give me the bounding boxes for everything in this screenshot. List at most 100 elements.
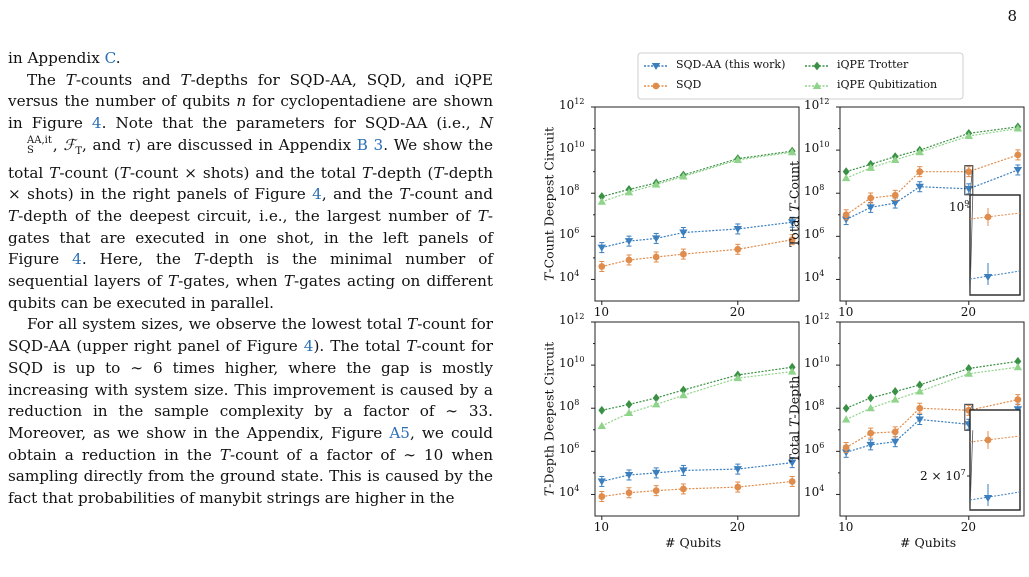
data-point [965, 364, 973, 373]
legend-marker [812, 81, 822, 89]
data-point [841, 415, 851, 423]
inset-point-sqdaa [983, 495, 993, 502]
data-point [788, 148, 797, 156]
data-point [679, 391, 688, 399]
data-point [733, 466, 742, 474]
series-qub [597, 148, 797, 205]
data-point [788, 219, 797, 227]
data-point [625, 489, 633, 497]
data-point [916, 168, 924, 176]
chart-panel-tl [591, 106, 800, 305]
figure-link[interactable]: 4 [72, 250, 82, 269]
inset-tr [964, 165, 1021, 296]
data-point [597, 478, 606, 486]
figure-link[interactable]: 4 [303, 337, 314, 356]
paragraph: in Appendix C. [8, 49, 121, 67]
inset-point-sqd [984, 436, 992, 444]
x-tick-label: 10 [838, 520, 854, 534]
y-tick-label: 106 [559, 226, 580, 242]
data-point [891, 438, 900, 446]
data-point [891, 155, 900, 163]
data-point [1013, 124, 1023, 132]
legend-marker [651, 63, 661, 70]
data-point [1014, 151, 1022, 159]
data-point [788, 367, 797, 375]
data-point [891, 387, 899, 396]
series-trotter [598, 362, 796, 415]
series-line [845, 154, 1019, 216]
data-point [734, 245, 742, 253]
data-point [597, 421, 606, 429]
data-point [964, 369, 973, 377]
series-sqd [842, 149, 1022, 221]
series-line [845, 399, 1018, 449]
appendix-link[interactable]: C [104, 49, 116, 67]
data-point [624, 188, 634, 196]
data-point [652, 400, 661, 408]
data-point [916, 404, 924, 412]
data-point [842, 444, 850, 451]
data-point [915, 416, 924, 424]
series-qub [597, 367, 797, 429]
data-point [964, 131, 973, 140]
y-tick-label: 106 [804, 226, 825, 242]
data-point [866, 204, 875, 212]
y-axis-label: T-Depth Deepest Circuit [541, 341, 557, 497]
axes-frame [594, 106, 800, 302]
figure-link[interactable]: 4 [312, 185, 322, 204]
data-point [842, 211, 850, 219]
data-point [624, 238, 634, 246]
page-number: 8 [1007, 7, 1017, 25]
y-axis-label: Total T-Depth [786, 375, 802, 463]
series-line [845, 360, 1018, 409]
y-tick-label: 1010 [559, 140, 585, 156]
data-point [867, 194, 875, 202]
x-tick-label: 20 [729, 305, 746, 319]
y-tick-label: 1012 [804, 312, 830, 327]
series-line [845, 127, 1018, 179]
y-tick-label: 108 [804, 183, 825, 199]
data-point [866, 163, 875, 171]
series-line [601, 371, 793, 427]
y-tick-label: 1010 [559, 355, 585, 371]
inset-point-sqdaa [983, 274, 993, 281]
y-tick-label: 106 [559, 441, 580, 457]
series-sqd [842, 394, 1022, 454]
data-point [624, 408, 634, 417]
data-point [788, 478, 796, 485]
legend-entry: iQPE Qubitization [837, 78, 938, 91]
data-point [788, 362, 796, 372]
data-point [842, 403, 850, 413]
data-point [866, 404, 875, 412]
x-axis-label: # Qubits [900, 535, 957, 550]
inset-point-sqd [984, 213, 992, 221]
series-sqd [598, 475, 796, 503]
figure-link[interactable]: A5 [389, 423, 410, 442]
series-line [601, 221, 793, 249]
zoom-connector [969, 430, 974, 511]
data-point [841, 173, 851, 182]
data-point [965, 168, 973, 176]
figure-link[interactable]: 4 [91, 114, 102, 133]
legend-entry: SQD [676, 78, 702, 91]
axes-frame [839, 321, 1025, 517]
y-tick-label: 108 [559, 183, 580, 199]
data-point [680, 385, 687, 395]
appendix-link[interactable]: B 3 [356, 135, 384, 154]
data-point [652, 180, 661, 188]
y-tick-label: 1010 [804, 355, 830, 371]
zoom-box [964, 165, 974, 196]
inset-series-line [969, 270, 1021, 280]
data-point [680, 485, 687, 493]
legend-marker [652, 82, 660, 90]
y-tick-label: 106 [804, 441, 825, 457]
data-point [679, 172, 688, 180]
data-point [598, 192, 606, 201]
inset-series-line [969, 435, 1021, 443]
x-tick-label: 20 [729, 520, 746, 534]
data-point [788, 459, 797, 467]
legend-frame [637, 52, 964, 100]
data-point [598, 493, 606, 500]
y-tick-label: 104 [804, 269, 825, 285]
data-point [915, 148, 924, 156]
